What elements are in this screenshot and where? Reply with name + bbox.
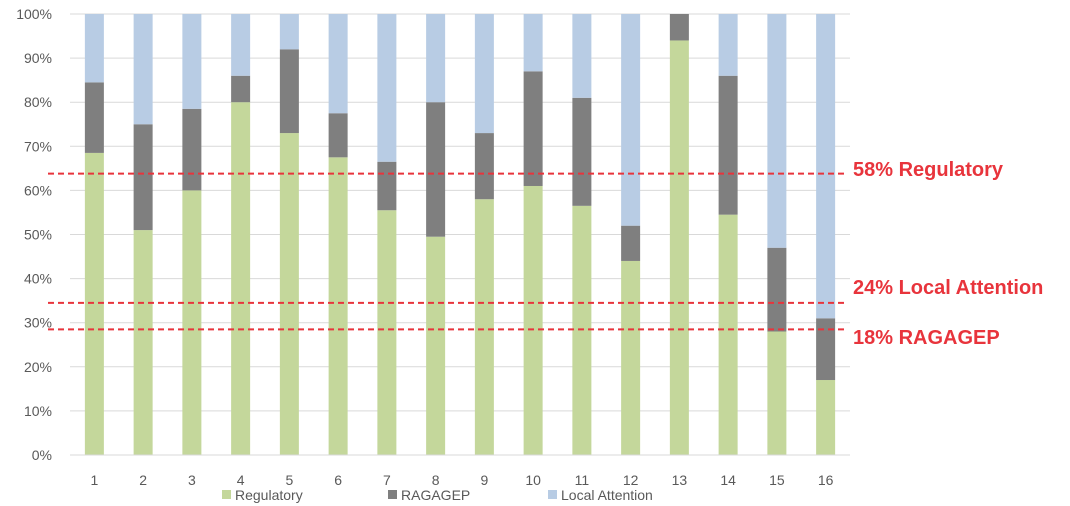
bar-segment-ragagep xyxy=(621,225,641,261)
x-axis-ticks: 1 2 3 4 5 6 7 8 9 10 11 12 13 14 15 16 xyxy=(90,472,833,488)
x-tick-label: 15 xyxy=(769,472,785,488)
bar-segment-regulatory xyxy=(621,260,641,455)
y-tick-label: 10% xyxy=(24,403,52,419)
bar-segment-regulatory xyxy=(474,199,494,455)
y-tick-label: 40% xyxy=(24,271,52,287)
bar-segment-ragagep xyxy=(426,102,446,237)
bar-segment-ragagep xyxy=(572,97,592,206)
reference-line-label: 18% RAGAGEP xyxy=(853,327,1000,349)
y-tick-label: 80% xyxy=(24,94,52,110)
x-tick-label: 4 xyxy=(237,472,245,488)
x-tick-label: 9 xyxy=(480,472,488,488)
bar-segment-regulatory xyxy=(377,210,397,455)
bar-segment-local-attention xyxy=(523,14,543,72)
bar-segment-local-attention xyxy=(377,14,397,162)
bar-segment-local-attention xyxy=(621,14,641,226)
bar-segment-ragagep xyxy=(377,161,397,211)
y-tick-label: 60% xyxy=(24,182,52,198)
bar-segment-regulatory xyxy=(328,157,348,455)
bar-segment-ragagep xyxy=(328,113,348,158)
y-tick-label: 70% xyxy=(24,138,52,154)
bar-segment-ragagep xyxy=(474,133,494,200)
x-tick-label: 5 xyxy=(285,472,293,488)
bar-segment-regulatory xyxy=(767,331,787,455)
bar-segment-local-attention xyxy=(572,14,592,98)
x-tick-label: 13 xyxy=(672,472,688,488)
x-tick-label: 1 xyxy=(90,472,98,488)
legend-swatch-regulatory xyxy=(222,490,231,499)
bar-segment-ragagep xyxy=(523,71,543,186)
x-tick-label: 7 xyxy=(383,472,391,488)
bar-segment-local-attention xyxy=(279,14,299,50)
legend-label: Regulatory xyxy=(235,487,303,503)
bar-segment-ragagep xyxy=(84,82,104,153)
x-tick-label: 10 xyxy=(525,472,541,488)
reference-line-label: 24% Local Attention xyxy=(853,277,1043,299)
x-tick-label: 8 xyxy=(432,472,440,488)
y-tick-label: 0% xyxy=(32,447,52,463)
bar-segment-ragagep xyxy=(816,318,836,381)
bar-segment-local-attention xyxy=(767,14,787,248)
bar-segment-regulatory xyxy=(279,133,299,455)
bar-segment-ragagep xyxy=(231,75,251,103)
y-tick-label: 100% xyxy=(16,6,52,22)
x-tick-label: 3 xyxy=(188,472,196,488)
bar-segment-ragagep xyxy=(279,49,299,134)
legend-label: Local Attention xyxy=(561,487,653,503)
x-tick-label: 6 xyxy=(334,472,342,488)
bar-segment-ragagep xyxy=(669,14,689,41)
bar-segment-regulatory xyxy=(426,236,446,455)
bar-segment-local-attention xyxy=(426,14,446,103)
x-tick-label: 12 xyxy=(623,472,639,488)
bar-segment-regulatory xyxy=(231,102,251,455)
bar-segment-regulatory xyxy=(182,190,202,455)
bar-segment-regulatory xyxy=(816,380,836,455)
legend: Regulatory RAGAGEP Local Attention xyxy=(222,487,653,503)
reference-line-label: 58% Regulatory xyxy=(853,159,1004,181)
bar-segment-regulatory xyxy=(133,230,153,455)
bar-segment-regulatory xyxy=(718,214,738,455)
y-axis-ticks: 0% 10% 20% 30% 40% 50% 60% 70% 80% 90% 100% xyxy=(16,6,52,463)
bar-segment-local-attention xyxy=(84,14,104,83)
legend-swatch-local-attention xyxy=(548,490,557,499)
legend-label: RAGAGEP xyxy=(401,487,470,503)
bar-segment-ragagep xyxy=(718,75,738,215)
y-tick-label: 90% xyxy=(24,50,52,66)
x-tick-label: 14 xyxy=(720,472,736,488)
x-tick-label: 16 xyxy=(818,472,834,488)
bar-segment-local-attention xyxy=(474,14,494,134)
bar-segment-ragagep xyxy=(133,124,153,231)
bars xyxy=(84,14,836,456)
bar-segment-regulatory xyxy=(523,185,543,456)
y-tick-label: 20% xyxy=(24,359,52,375)
bar-segment-local-attention xyxy=(718,14,738,76)
y-tick-label: 50% xyxy=(24,227,52,243)
bar-segment-local-attention xyxy=(133,14,153,125)
y-tick-label: 30% xyxy=(24,315,52,331)
bar-segment-regulatory xyxy=(84,152,104,456)
bar-segment-local-attention xyxy=(328,14,348,114)
bar-segment-regulatory xyxy=(572,205,592,455)
bar-segment-local-attention xyxy=(182,14,202,109)
bar-segment-ragagep xyxy=(767,247,787,332)
x-tick-label: 2 xyxy=(139,472,147,488)
bar-segment-ragagep xyxy=(182,108,202,191)
reference-lines: 58% Regulatory 24% Local Attention 18% RAG… xyxy=(48,159,1043,349)
bar-segment-local-attention xyxy=(231,14,251,76)
bar-segment-regulatory xyxy=(669,40,689,456)
legend-swatch-ragagep xyxy=(388,490,397,499)
bar-segment-local-attention xyxy=(816,14,836,319)
x-tick-label: 11 xyxy=(575,472,590,488)
